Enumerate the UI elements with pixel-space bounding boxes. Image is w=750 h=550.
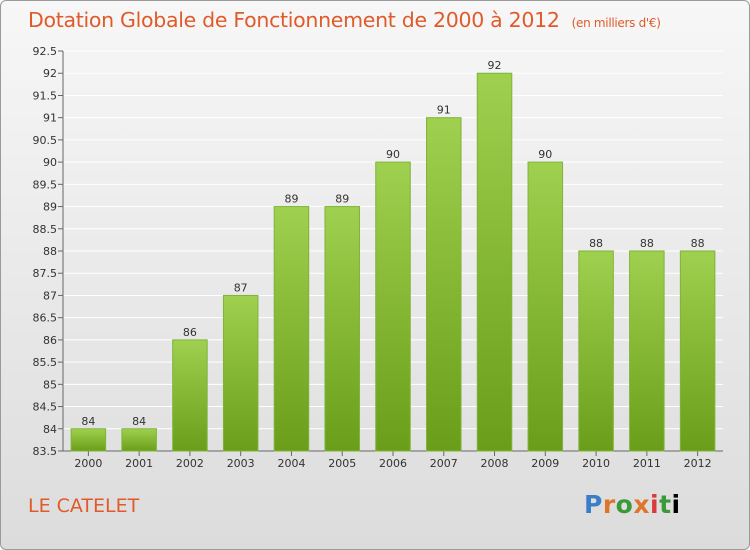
bar — [273, 206, 310, 452]
y-tick-label: 84.5 — [33, 401, 58, 414]
data-label: 88 — [691, 237, 705, 250]
data-label: 84 — [132, 415, 146, 428]
data-label: 91 — [437, 104, 451, 117]
y-tick-label: 86 — [43, 334, 57, 347]
bar — [324, 206, 360, 452]
data-label: 84 — [81, 415, 95, 428]
y-tick-label: 86.5 — [33, 312, 58, 325]
y-tick-label: 83.5 — [33, 445, 58, 458]
data-label: 88 — [589, 237, 603, 250]
y-tick-label: 90 — [43, 156, 57, 169]
bar — [578, 250, 614, 452]
data-labels: 84 84 86 87 89 89 90 91 92 90 88 88 88 — [81, 59, 704, 428]
data-label: 89 — [335, 193, 349, 206]
bar — [679, 250, 716, 452]
x-tick-label: 2006 — [379, 457, 407, 470]
bar — [426, 117, 462, 452]
data-label: 92 — [488, 59, 502, 72]
x-tick-label: 2008 — [481, 457, 509, 470]
bar — [121, 428, 157, 452]
y-tick-label: 84 — [43, 423, 57, 436]
data-label: 86 — [183, 326, 197, 339]
bar — [629, 250, 665, 452]
place-name: LE CATELET — [28, 495, 140, 517]
y-tick-label: 91 — [43, 112, 57, 125]
y-tick-label: 92 — [43, 67, 57, 80]
x-tick-label: 2009 — [531, 457, 559, 470]
y-tick-label: 92.5 — [33, 45, 58, 58]
y-tick-label: 91.5 — [33, 89, 58, 102]
x-tick-label: 2001 — [125, 457, 153, 470]
y-tick-label: 88.5 — [33, 223, 58, 236]
y-tick-label: 85.5 — [33, 356, 58, 369]
bar — [375, 161, 411, 452]
data-label: 90 — [386, 148, 400, 161]
y-tick-label: 89.5 — [33, 178, 58, 191]
chart-title-text: Dotation Globale de Fonctionnement de 20… — [28, 8, 560, 32]
x-tick-label: 2012 — [684, 457, 712, 470]
chart-title: Dotation Globale de Fonctionnement de 20… — [28, 8, 661, 32]
y-tick-label: 87.5 — [33, 267, 58, 280]
bar — [70, 428, 107, 452]
x-tick-label: 2003 — [227, 457, 255, 470]
x-tick-label: 2002 — [176, 457, 204, 470]
chart-subtitle: (en milliers d'€) — [571, 16, 661, 30]
x-tick-label: 2007 — [430, 457, 458, 470]
x-tick-label: 2010 — [582, 457, 610, 470]
data-label: 90 — [538, 148, 552, 161]
data-label: 89 — [284, 193, 298, 206]
x-tick-labels: 2000 2001 2002 2003 2004 2005 2006 2007 2008 2009… — [74, 457, 711, 470]
data-label: 88 — [640, 237, 654, 250]
y-tick-labels: 83.5 84 84.5 85 85.5 86 86.5 87 87.5 88 88.5 89 89.5… — [33, 45, 58, 458]
bar — [476, 72, 513, 452]
y-tick-label: 85 — [43, 378, 57, 391]
data-label: 87 — [234, 281, 248, 294]
y-tick-label: 87 — [43, 289, 57, 302]
bar — [172, 339, 208, 452]
bar — [527, 161, 564, 452]
proxiti-logo: Proxiti — [584, 490, 681, 519]
x-tick-label: 2000 — [74, 457, 102, 470]
x-tick-label: 2011 — [633, 457, 661, 470]
bar — [222, 294, 259, 452]
y-tick-label: 88 — [43, 245, 57, 258]
x-tick-label: 2005 — [328, 457, 356, 470]
bars — [70, 72, 716, 452]
x-tick-label: 2004 — [277, 457, 305, 470]
y-tick-label: 89 — [43, 201, 57, 214]
y-tick-label: 90.5 — [33, 134, 58, 147]
